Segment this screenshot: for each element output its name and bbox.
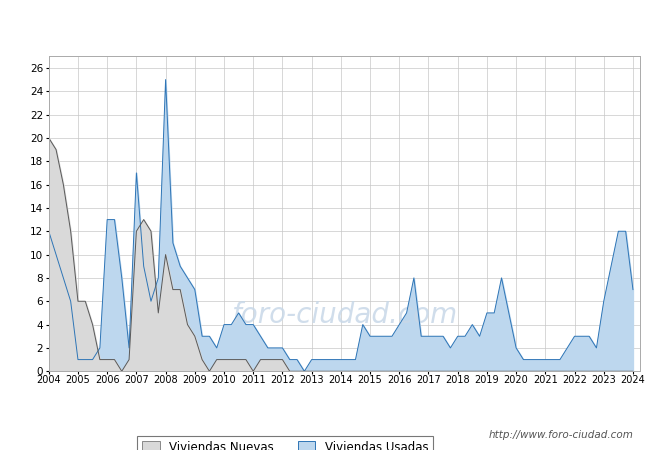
Text: Torrejoncillo - Evolucion del Nº de Transacciones Inmobiliarias: Torrejoncillo - Evolucion del Nº de Tran… [99, 16, 551, 31]
Text: foro-ciudad.com: foro-ciudad.com [231, 301, 458, 328]
Text: http://www.foro-ciudad.com: http://www.foro-ciudad.com [489, 430, 634, 440]
Legend: Viviendas Nuevas, Viviendas Usadas: Viviendas Nuevas, Viviendas Usadas [138, 436, 433, 450]
